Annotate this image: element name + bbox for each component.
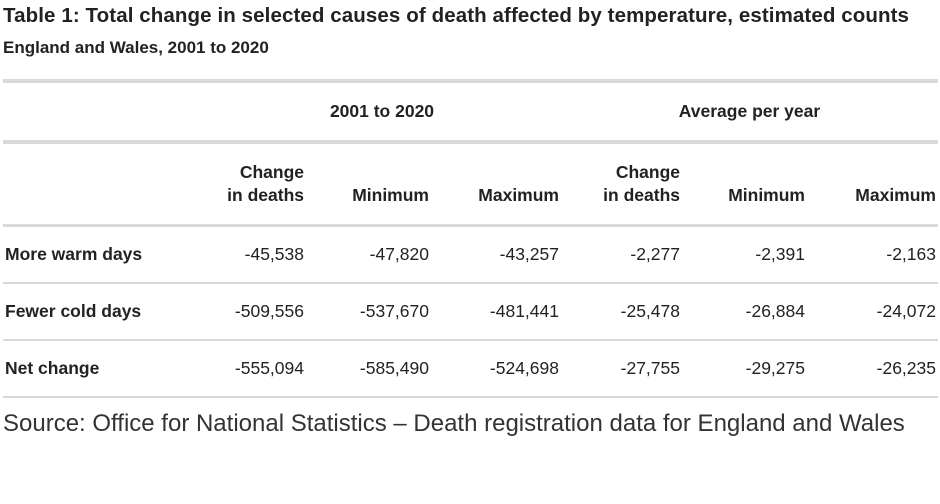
table-cell: -2,163 — [807, 225, 938, 284]
table-cell: -509,556 — [203, 283, 306, 341]
table-row: Net change -555,094 -585,490 -524,698 -2… — [3, 340, 938, 398]
table-cell: -43,257 — [431, 225, 561, 284]
table-cell: -26,235 — [807, 340, 938, 398]
table-cell: -537,670 — [306, 283, 431, 341]
group-header-average: Average per year — [561, 79, 938, 144]
table-cell: -26,884 — [682, 283, 807, 341]
group-header-empty — [3, 79, 203, 144]
row-label: More warm days — [3, 225, 203, 284]
group-header-total: 2001 to 2020 — [203, 79, 561, 144]
table-figure: Table 1: Total change in selected causes… — [3, 4, 938, 437]
column-header: Change in deaths — [561, 142, 682, 227]
table-cell: -585,490 — [306, 340, 431, 398]
table-cell: -481,441 — [431, 283, 561, 341]
row-label: Net change — [3, 340, 203, 398]
source-note: Source: Office for National Statistics –… — [3, 410, 905, 437]
row-label: Fewer cold days — [3, 283, 203, 341]
table-title: Table 1: Total change in selected causes… — [3, 4, 910, 27]
table-cell: -47,820 — [306, 225, 431, 284]
table-cell: -2,277 — [561, 225, 682, 284]
column-header: Maximum — [431, 142, 561, 227]
group-header-row: 2001 to 2020 Average per year — [3, 79, 938, 144]
table-subtitle: England and Wales, 2001 to 2020 — [3, 38, 269, 57]
table-row: Fewer cold days -509,556 -537,670 -481,4… — [3, 283, 938, 341]
table-cell: -524,698 — [431, 340, 561, 398]
table-cell: -27,755 — [561, 340, 682, 398]
column-header: Maximum — [807, 142, 938, 227]
column-header-row: Change in deaths Minimum Maximum Change in… — [3, 142, 938, 227]
table-cell: -2,391 — [682, 225, 807, 284]
table-cell: -24,072 — [807, 283, 938, 341]
table-cell: -25,478 — [561, 283, 682, 341]
table-cell: -45,538 — [203, 225, 306, 284]
column-header: Minimum — [306, 142, 431, 227]
table-cell: -555,094 — [203, 340, 306, 398]
column-header: Change in deaths — [203, 142, 306, 227]
column-header: Minimum — [682, 142, 807, 227]
column-header-empty — [3, 142, 203, 227]
data-table: 2001 to 2020 Average per year Change in d… — [3, 79, 938, 398]
table-row: More warm days -45,538 -47,820 -43,257 -… — [3, 225, 938, 284]
table-cell: -29,275 — [682, 340, 807, 398]
